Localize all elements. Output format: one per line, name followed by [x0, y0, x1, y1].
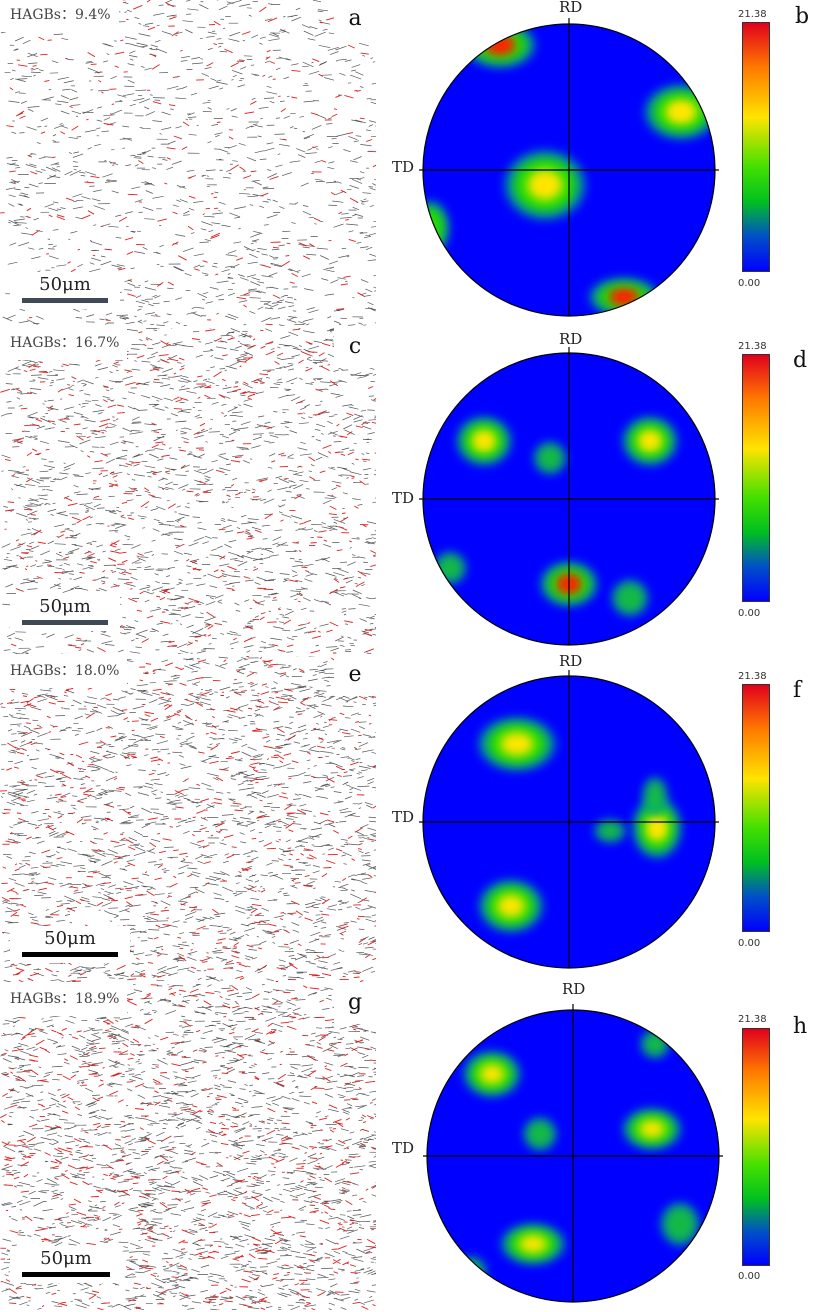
pole-figure-b	[380, 0, 730, 326]
rd-label: RD	[559, 0, 583, 16]
pole-density-spot	[527, 169, 563, 201]
scale-bar: 50μm	[10, 1246, 122, 1283]
pole-density-spot	[479, 1064, 505, 1084]
colorbar-min: 0.00	[738, 608, 761, 619]
pole-density-spot	[645, 781, 665, 811]
rd-label: RD	[559, 652, 583, 670]
td-label: TD	[392, 808, 415, 826]
scale-bar-line	[22, 298, 108, 303]
td-label: TD	[392, 158, 415, 176]
panel-letter: a	[334, 0, 376, 40]
figure-row-4: HAGBs：18.9% g 50μm RD TD 21.38 0.00 h	[0, 980, 819, 1312]
panel-letter: d	[793, 348, 808, 373]
scale-label: 50μm	[44, 928, 96, 949]
pole-density-spot	[673, 106, 689, 118]
pole-density-spot	[527, 1121, 553, 1147]
pole-figure-plot	[423, 1004, 723, 1303]
colorbar-max: 21.38	[738, 341, 767, 352]
pole-density-spot	[616, 292, 632, 302]
scale-bar: 50μm	[10, 272, 120, 309]
scale-bar-line	[22, 1272, 110, 1277]
pole-density-map	[423, 24, 715, 316]
panel-letter: c	[334, 328, 376, 368]
hagb-label: HAGBs：16.7%	[0, 328, 128, 360]
colorbar-max: 21.38	[738, 1014, 767, 1025]
pole-density-spot	[598, 822, 622, 840]
figure-row-1: HAGBs：9.4% a 50μm RD TD 21.38 0.00 b	[0, 0, 819, 328]
rd-label: RD	[562, 980, 586, 998]
ebsd-micrograph-g: HAGBs：18.9% g 50μm	[0, 984, 376, 1310]
pole-density-spot	[651, 821, 663, 835]
pole-density-spot	[437, 555, 463, 581]
scale-bar: 50μm	[10, 926, 130, 963]
pole-density-map	[427, 1010, 719, 1302]
pole-figure-d	[380, 328, 730, 654]
hagb-label: HAGBs：18.0%	[0, 656, 128, 688]
high-angle-boundaries	[0, 984, 376, 1310]
pole-density-spot	[497, 894, 525, 918]
colorbar	[742, 1028, 770, 1266]
colorbar-min: 0.00	[738, 938, 761, 949]
scale-label: 50μm	[39, 596, 91, 617]
colorbar	[742, 684, 770, 932]
high-angle-boundaries	[0, 656, 376, 982]
scale-bar-line	[22, 952, 118, 957]
pole-density-spot	[616, 584, 644, 612]
hagb-label: HAGBs：9.4%	[0, 0, 119, 32]
scale-bar-line	[22, 620, 108, 625]
panel-letter: b	[795, 4, 810, 29]
scale-label: 50μm	[40, 1248, 92, 1269]
pole-density-spot	[639, 1120, 665, 1138]
scale-bar: 50μm	[10, 594, 120, 631]
pole-density-spot	[500, 732, 534, 756]
ebsd-micrograph-e: HAGBs：18.0% e 50μm	[0, 656, 376, 982]
ebsd-micrograph-a: HAGBs：9.4% a 50μm	[0, 0, 376, 326]
micrograph-background	[0, 0, 376, 326]
low-angle-boundaries	[0, 0, 376, 326]
td-label: TD	[392, 489, 415, 507]
colorbar	[742, 354, 770, 602]
pole-density-spot	[665, 1207, 695, 1241]
pole-density-spot	[519, 1235, 547, 1253]
figure-row-3: HAGBs：18.0% e 50μm RD TD 21.38 0.00 f	[0, 652, 819, 984]
pole-density-spot	[453, 1257, 487, 1285]
pole-figure-plot	[419, 670, 719, 969]
pole-density-spot	[457, 1260, 483, 1282]
scale-label: 50μm	[39, 274, 91, 295]
panel-letter: g	[334, 984, 376, 1024]
colorbar	[742, 22, 770, 272]
colorbar-min: 0.00	[738, 1271, 761, 1282]
hagb-label: HAGBs：18.9%	[0, 984, 128, 1016]
pole-figure-h	[380, 984, 730, 1310]
colorbar-min: 0.00	[738, 278, 761, 289]
pole-density-spot	[537, 445, 563, 471]
panel-letter: h	[793, 1014, 808, 1039]
micrograph-image	[0, 0, 376, 326]
pole-figure-f	[380, 656, 730, 982]
panel-letter: e	[334, 656, 376, 696]
pole-figure-plot	[419, 347, 719, 646]
colorbar-max: 21.38	[738, 671, 767, 682]
td-label: TD	[392, 1139, 415, 1157]
figure-row-2: HAGBs：16.7% c 50μm RD TD 21.38 0.00 d	[0, 328, 819, 656]
high-angle-boundaries	[0, 328, 376, 654]
micrograph-image	[0, 984, 376, 1310]
rd-label: RD	[559, 330, 583, 348]
colorbar-max: 21.38	[738, 9, 767, 20]
pole-density-spot	[478, 435, 490, 447]
pole-density-spot	[644, 435, 656, 447]
pole-figure-plot	[419, 18, 719, 317]
ebsd-micrograph-c: HAGBs：16.7% c 50μm	[0, 328, 376, 654]
pole-density-spot	[644, 1033, 666, 1055]
panel-letter: f	[793, 678, 802, 703]
